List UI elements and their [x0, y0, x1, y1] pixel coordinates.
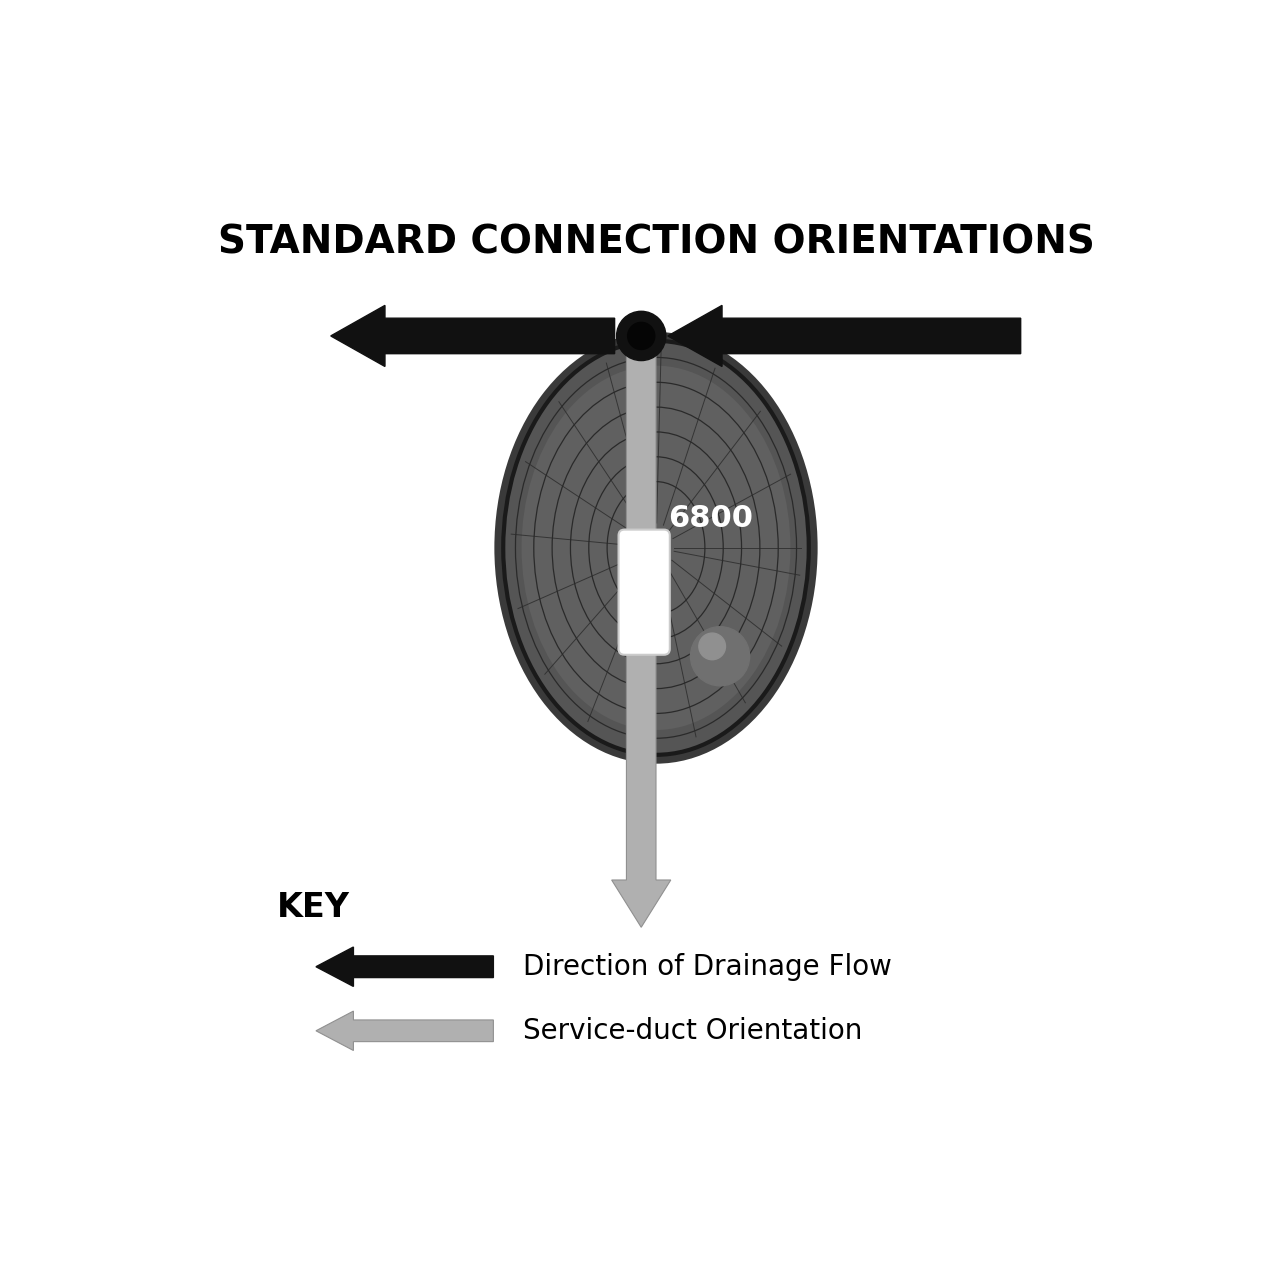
Circle shape	[699, 634, 726, 659]
Circle shape	[690, 627, 750, 686]
FancyArrow shape	[668, 306, 1020, 366]
FancyBboxPatch shape	[618, 530, 669, 655]
Text: 6800: 6800	[668, 504, 753, 532]
FancyArrow shape	[330, 306, 614, 366]
Text: Service-duct Orientation: Service-duct Orientation	[524, 1016, 863, 1044]
Text: Direction of Drainage Flow: Direction of Drainage Flow	[524, 952, 892, 980]
Circle shape	[617, 311, 666, 361]
Circle shape	[627, 323, 655, 349]
FancyArrow shape	[316, 1011, 493, 1051]
Ellipse shape	[494, 332, 818, 764]
Text: KEY: KEY	[276, 891, 349, 924]
FancyArrow shape	[612, 332, 671, 927]
Ellipse shape	[521, 366, 791, 730]
Ellipse shape	[503, 340, 809, 755]
FancyArrow shape	[316, 947, 493, 987]
Text: STANDARD CONNECTION ORIENTATIONS: STANDARD CONNECTION ORIENTATIONS	[218, 223, 1094, 261]
